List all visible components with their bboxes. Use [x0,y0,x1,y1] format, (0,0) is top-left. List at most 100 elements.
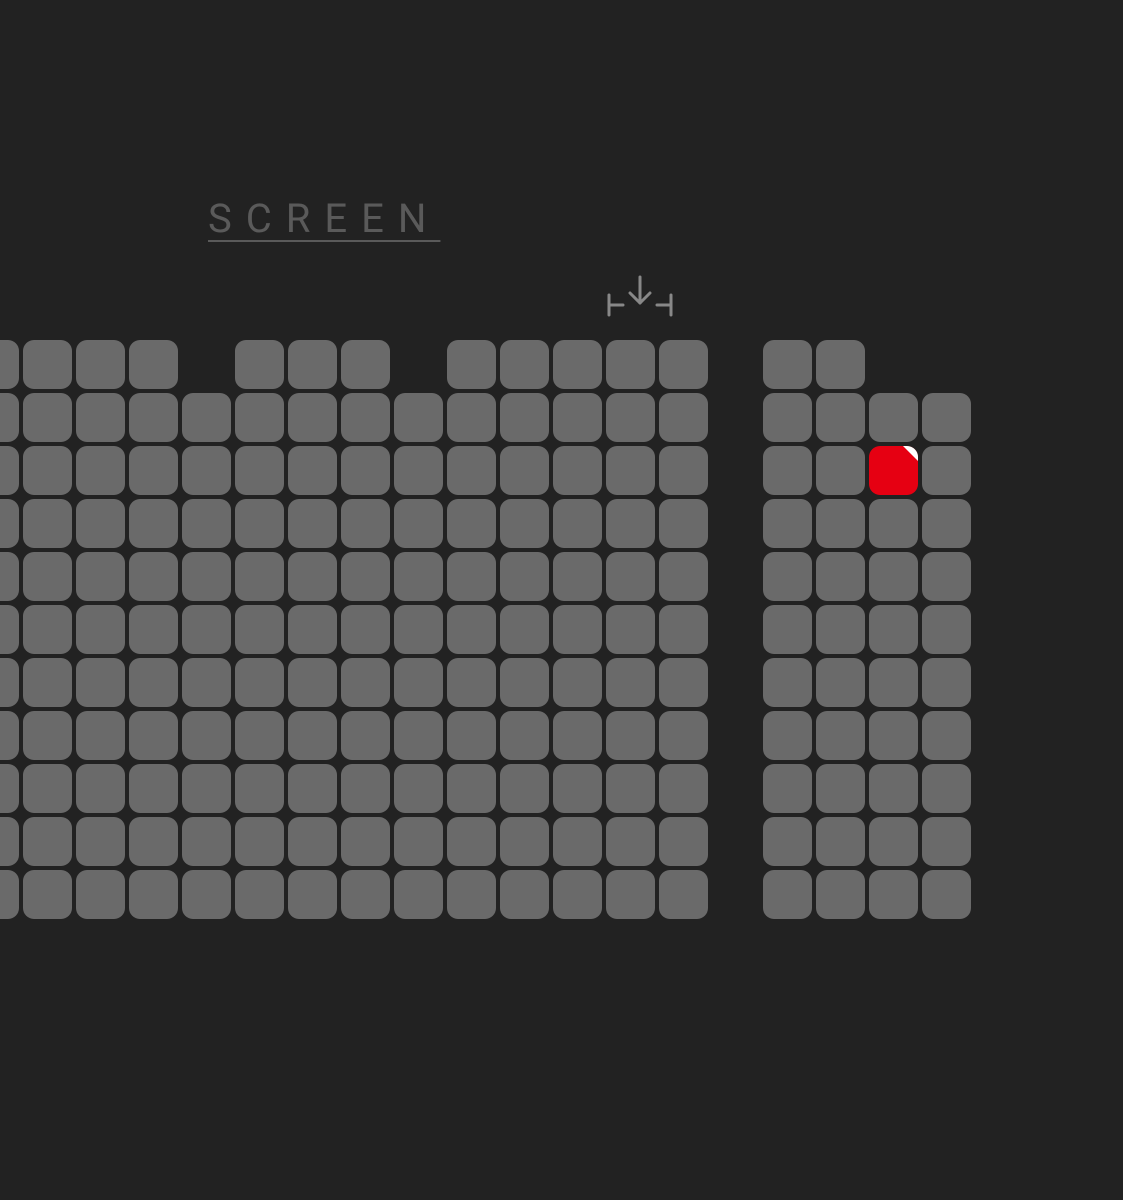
seat-available[interactable] [500,552,549,601]
seat-available[interactable] [76,340,125,389]
seat-available[interactable] [447,340,496,389]
seat-available[interactable] [129,817,178,866]
seat-available[interactable] [0,393,19,442]
seat-available[interactable] [500,605,549,654]
seat-available[interactable] [76,817,125,866]
seat-available[interactable] [182,446,231,495]
seat-available[interactable] [869,711,918,760]
seat-available[interactable] [869,658,918,707]
seat-available[interactable] [235,817,284,866]
seat-available[interactable] [341,340,390,389]
seat-available[interactable] [659,817,708,866]
seat-available[interactable] [500,499,549,548]
seat-available[interactable] [447,499,496,548]
seat-available[interactable] [816,605,865,654]
seat-available[interactable] [869,499,918,548]
seat-available[interactable] [235,393,284,442]
seat-available[interactable] [816,340,865,389]
seat-available[interactable] [76,711,125,760]
seat-available[interactable] [129,605,178,654]
seat-available[interactable] [922,393,971,442]
seat-available[interactable] [500,711,549,760]
seat-available[interactable] [447,552,496,601]
seat-available[interactable] [182,711,231,760]
seat-available[interactable] [500,393,549,442]
seat-available[interactable] [922,605,971,654]
seat-available[interactable] [129,658,178,707]
seat-available[interactable] [553,499,602,548]
seat-available[interactable] [394,605,443,654]
seat-available[interactable] [235,499,284,548]
seat-available[interactable] [23,605,72,654]
seat-available[interactable] [0,499,19,548]
seat-available[interactable] [394,870,443,919]
seat-available[interactable] [182,552,231,601]
seat-available[interactable] [659,711,708,760]
seat-selected[interactable] [869,446,918,495]
seat-available[interactable] [922,817,971,866]
seat-available[interactable] [553,393,602,442]
seat-available[interactable] [182,393,231,442]
seat-available[interactable] [816,658,865,707]
seat-available[interactable] [659,393,708,442]
seat-available[interactable] [235,711,284,760]
seat-available[interactable] [553,817,602,866]
seat-available[interactable] [235,870,284,919]
seat-available[interactable] [606,446,655,495]
seat-available[interactable] [816,393,865,442]
seat-available[interactable] [553,711,602,760]
seat-available[interactable] [869,393,918,442]
seat-available[interactable] [23,340,72,389]
seat-available[interactable] [129,393,178,442]
seat-available[interactable] [606,870,655,919]
seat-available[interactable] [129,446,178,495]
seat-available[interactable] [23,446,72,495]
seat-available[interactable] [76,552,125,601]
seat-available[interactable] [394,499,443,548]
seat-available[interactable] [394,446,443,495]
seat-available[interactable] [23,817,72,866]
seat-available[interactable] [182,817,231,866]
seat-available[interactable] [288,711,337,760]
seat-available[interactable] [0,552,19,601]
seat-available[interactable] [23,711,72,760]
seat-available[interactable] [447,711,496,760]
seat-available[interactable] [288,393,337,442]
seat-available[interactable] [182,870,231,919]
seat-available[interactable] [869,870,918,919]
seat-available[interactable] [341,605,390,654]
seat-available[interactable] [0,446,19,495]
seat-available[interactable] [76,658,125,707]
seat-available[interactable] [816,817,865,866]
seat-available[interactable] [553,764,602,813]
seat-available[interactable] [235,446,284,495]
seat-available[interactable] [0,817,19,866]
seat-available[interactable] [606,817,655,866]
seat-available[interactable] [500,817,549,866]
seat-available[interactable] [341,393,390,442]
seat-available[interactable] [23,870,72,919]
seat-available[interactable] [288,446,337,495]
seat-available[interactable] [76,605,125,654]
seat-available[interactable] [182,658,231,707]
seat-available[interactable] [182,605,231,654]
seat-available[interactable] [288,764,337,813]
seat-available[interactable] [816,870,865,919]
seat-available[interactable] [500,870,549,919]
seat-available[interactable] [23,393,72,442]
seat-available[interactable] [659,870,708,919]
seat-available[interactable] [553,870,602,919]
seat-available[interactable] [869,817,918,866]
seat-available[interactable] [922,764,971,813]
seat-available[interactable] [288,340,337,389]
seat-available[interactable] [816,499,865,548]
seat-available[interactable] [341,658,390,707]
seat-available[interactable] [659,658,708,707]
seat-available[interactable] [129,870,178,919]
seat-available[interactable] [553,605,602,654]
seat-available[interactable] [922,711,971,760]
seat-available[interactable] [0,340,19,389]
seat-available[interactable] [922,499,971,548]
seat-available[interactable] [816,446,865,495]
seat-available[interactable] [447,817,496,866]
